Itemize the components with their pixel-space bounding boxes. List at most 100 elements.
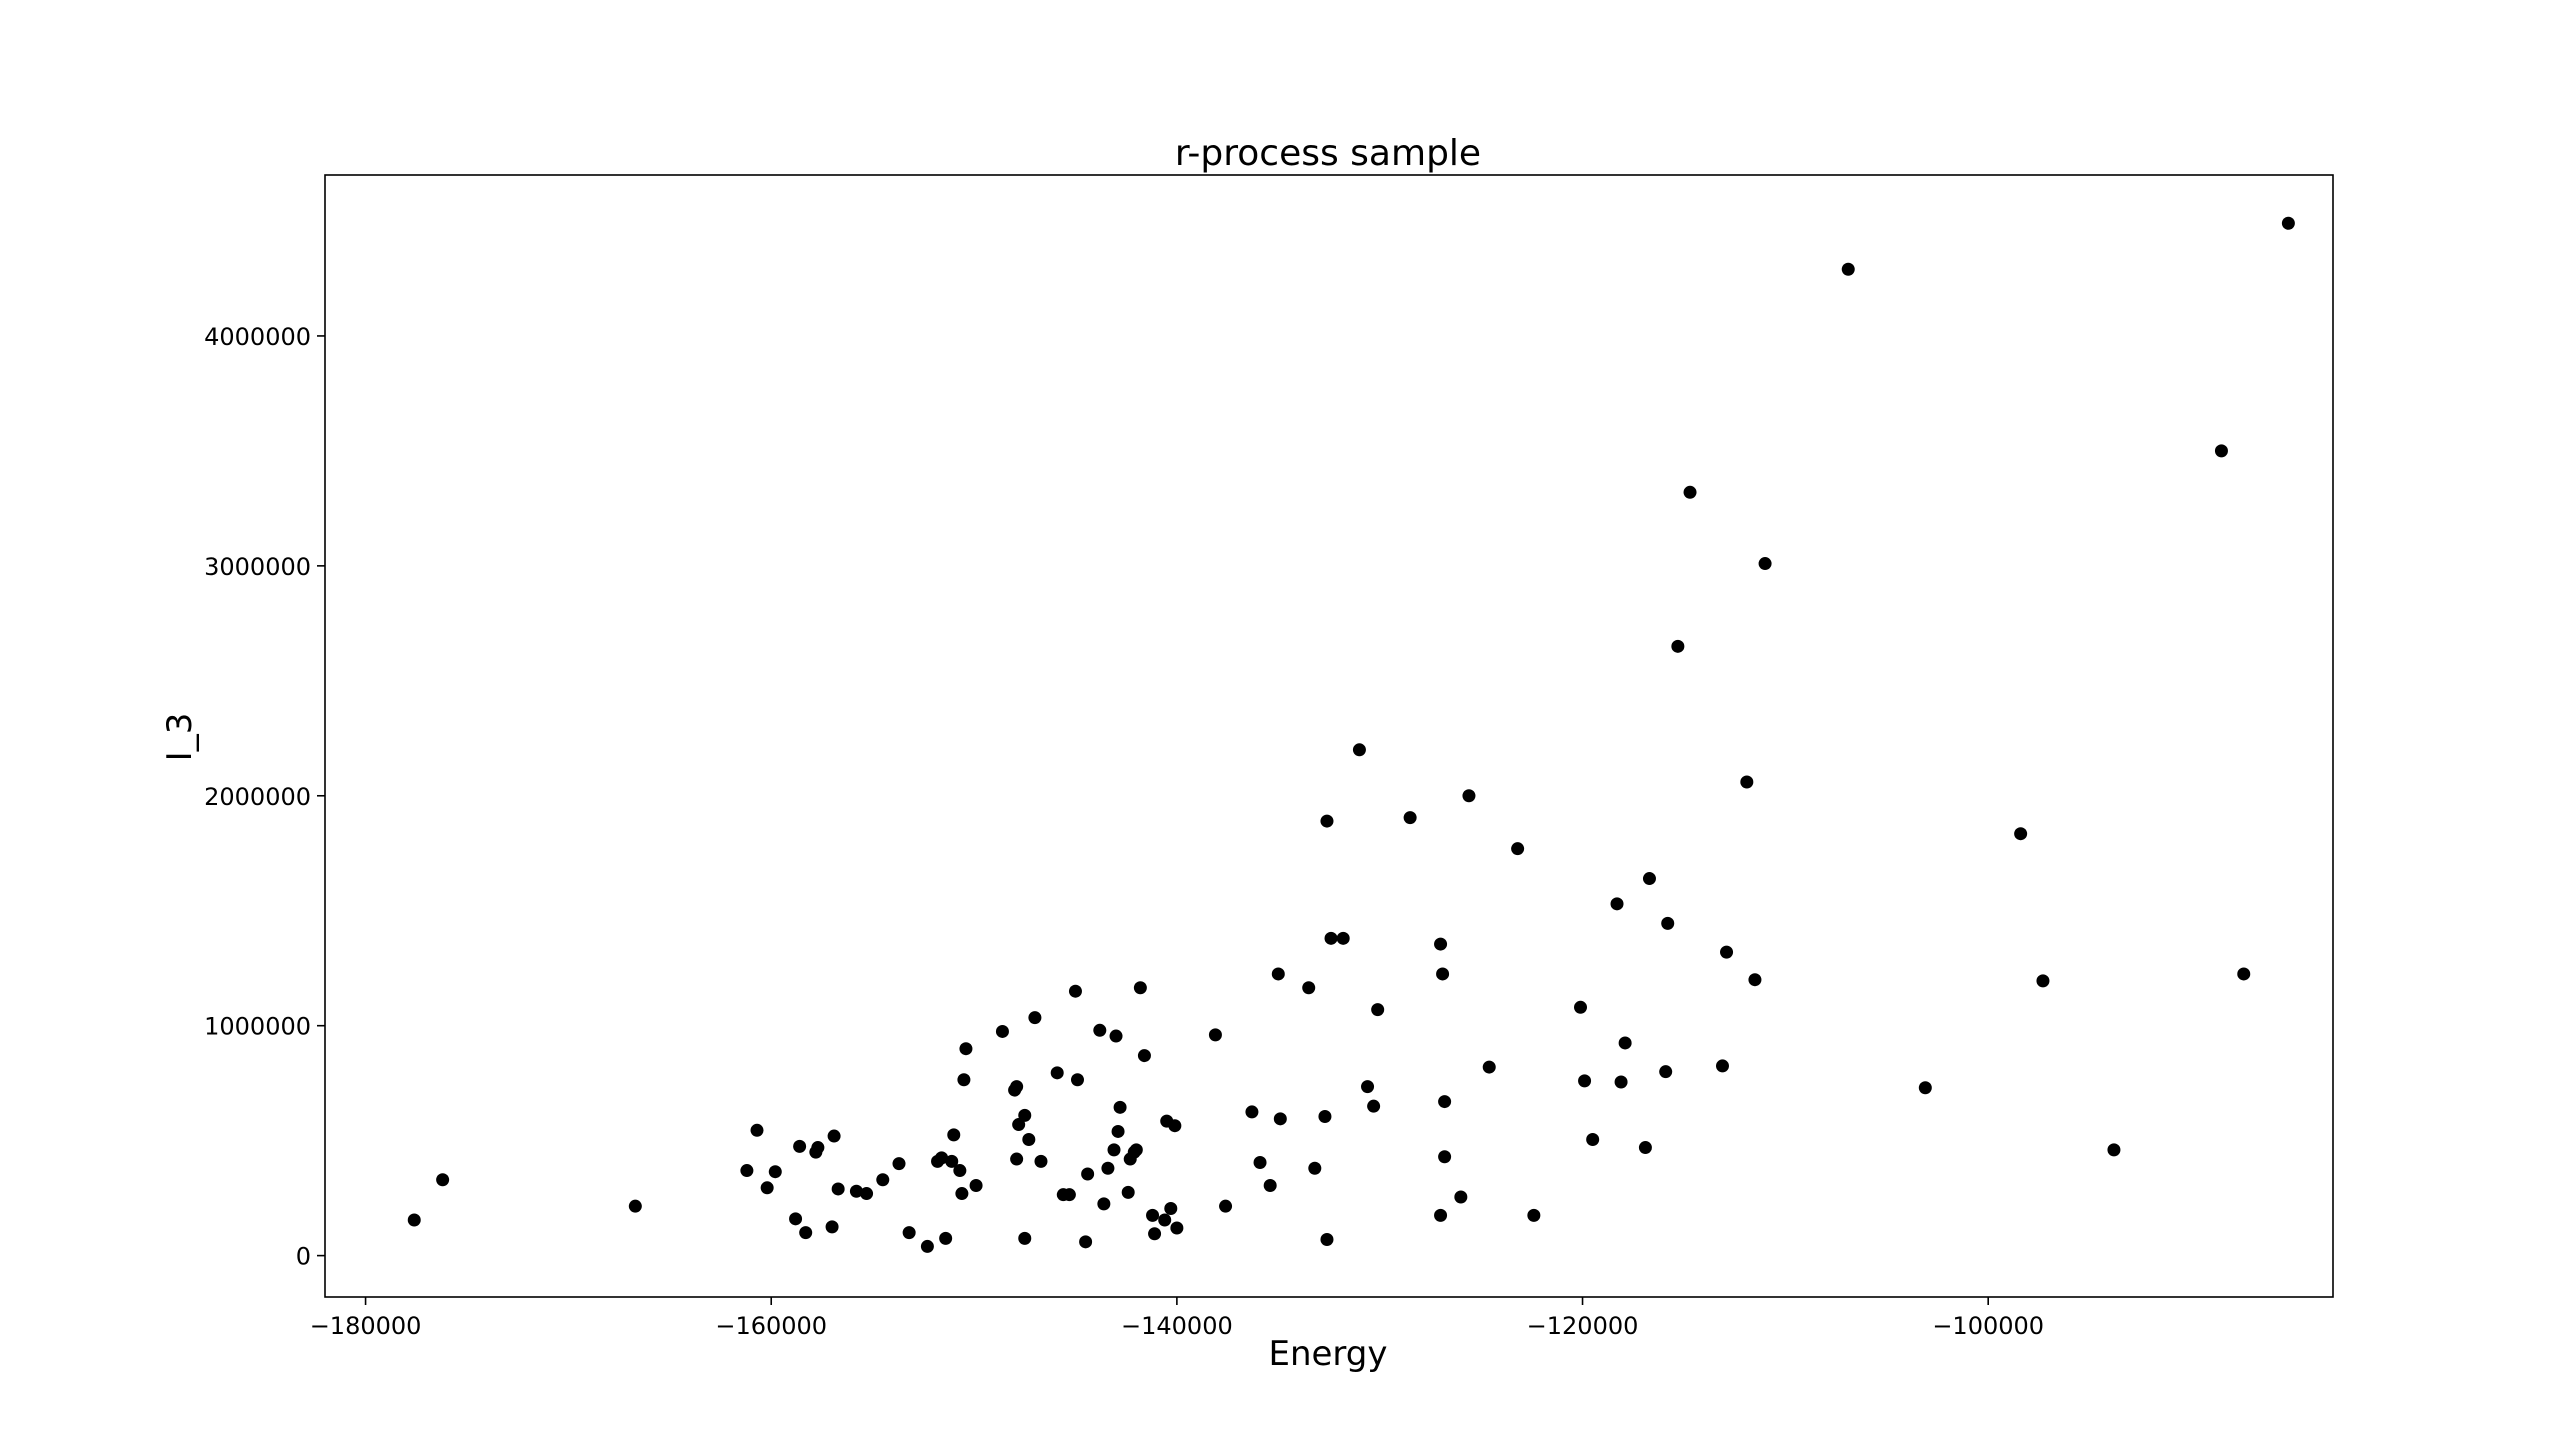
data-point <box>1659 1065 1673 1079</box>
data-point <box>953 1164 967 1178</box>
data-point <box>1511 842 1525 856</box>
data-point <box>811 1141 825 1155</box>
data-point <box>1614 1075 1628 1089</box>
data-point <box>969 1178 983 1192</box>
data-point <box>1638 1141 1652 1155</box>
data-point <box>1022 1133 1036 1147</box>
data-point <box>1148 1227 1162 1241</box>
data-point <box>1245 1105 1259 1119</box>
data-point <box>957 1073 971 1087</box>
data-point <box>1137 1049 1151 1063</box>
chart-title: r-process sample <box>1175 133 1481 174</box>
x-axis-label: Energy <box>1268 1334 1387 1374</box>
data-point <box>1133 981 1147 995</box>
data-point <box>1618 1036 1632 1050</box>
data-point <box>1034 1154 1048 1168</box>
data-point <box>1578 1074 1592 1088</box>
data-point <box>407 1213 421 1227</box>
data-point <box>1012 1118 1026 1132</box>
data-point <box>750 1123 764 1137</box>
data-point <box>1661 916 1675 930</box>
data-point <box>789 1212 803 1226</box>
data-point <box>827 1129 841 1143</box>
data-point <box>1436 967 1450 981</box>
data-point <box>1318 1110 1332 1124</box>
data-point <box>920 1239 934 1253</box>
data-point <box>1129 1143 1143 1157</box>
data-point <box>1434 1208 1448 1222</box>
data-point <box>939 1231 953 1245</box>
data-point <box>1740 775 1754 789</box>
data-point <box>1273 1112 1287 1126</box>
data-point <box>1841 262 1855 276</box>
y-tick-label: 0 <box>296 1243 311 1271</box>
y-tick-label: 2000000 <box>204 783 311 811</box>
x-tick-label: −180000 <box>310 1312 422 1340</box>
data-point <box>1308 1161 1322 1175</box>
y-tick-label: 1000000 <box>204 1013 311 1041</box>
data-point <box>1121 1185 1135 1199</box>
data-point <box>436 1173 450 1187</box>
y-axis: 0 1000000 2000000 3000000 4000000 <box>204 323 325 1271</box>
data-point <box>1018 1108 1032 1122</box>
data-point <box>1070 1073 1084 1087</box>
data-point <box>995 1024 1009 1038</box>
data-point <box>1527 1208 1541 1222</box>
data-point <box>1208 1028 1222 1042</box>
data-point <box>1720 945 1734 959</box>
data-point <box>2214 444 2228 458</box>
data-point <box>1113 1100 1127 1114</box>
data-point <box>1263 1178 1277 1192</box>
data-point <box>1081 1167 1095 1181</box>
data-point <box>793 1139 807 1153</box>
data-point <box>740 1164 754 1178</box>
data-point <box>2281 216 2295 230</box>
data-point <box>849 1184 863 1198</box>
data-point <box>1018 1231 1032 1245</box>
data-point <box>1253 1155 1267 1169</box>
x-tick-label: −160000 <box>715 1312 827 1340</box>
data-point <box>825 1220 839 1234</box>
data-point <box>1336 931 1350 945</box>
data-point <box>1028 1011 1042 1025</box>
data-point <box>799 1226 813 1240</box>
data-point <box>1101 1161 1115 1175</box>
data-point <box>1610 897 1624 911</box>
y-axis-label: I_3 <box>160 713 200 762</box>
data-point <box>1062 1188 1076 1202</box>
data-point <box>1010 1080 1024 1094</box>
data-point <box>1748 973 1762 987</box>
y-tick-label: 4000000 <box>204 323 311 351</box>
data-point <box>1320 1233 1334 1247</box>
data-point <box>1324 931 1338 945</box>
data-point <box>1079 1235 1093 1249</box>
data-point <box>1271 967 1285 981</box>
data-point <box>2237 967 2251 981</box>
data-point <box>1434 937 1448 951</box>
data-point <box>1158 1213 1172 1227</box>
data-point <box>1050 1066 1064 1080</box>
data-point <box>1482 1060 1496 1074</box>
data-point <box>860 1187 874 1201</box>
data-point <box>1586 1133 1600 1147</box>
data-point <box>1302 981 1316 995</box>
data-point <box>1642 872 1656 886</box>
data-point <box>959 1042 973 1056</box>
data-point <box>1164 1201 1178 1215</box>
data-point <box>1671 639 1685 653</box>
data-point <box>1107 1143 1121 1157</box>
data-point <box>1715 1059 1729 1073</box>
data-point <box>1574 1000 1588 1014</box>
y-tick-label: 3000000 <box>204 553 311 581</box>
data-point <box>1170 1221 1184 1235</box>
data-point <box>628 1199 642 1213</box>
data-point <box>2014 827 2028 841</box>
x-tick-label: −120000 <box>1527 1312 1639 1340</box>
data-point <box>1010 1152 1024 1166</box>
data-point <box>955 1187 969 1201</box>
data-point <box>831 1182 845 1196</box>
data-point <box>1093 1023 1107 1037</box>
data-point <box>1367 1099 1381 1113</box>
x-tick-label: −140000 <box>1121 1312 1233 1340</box>
